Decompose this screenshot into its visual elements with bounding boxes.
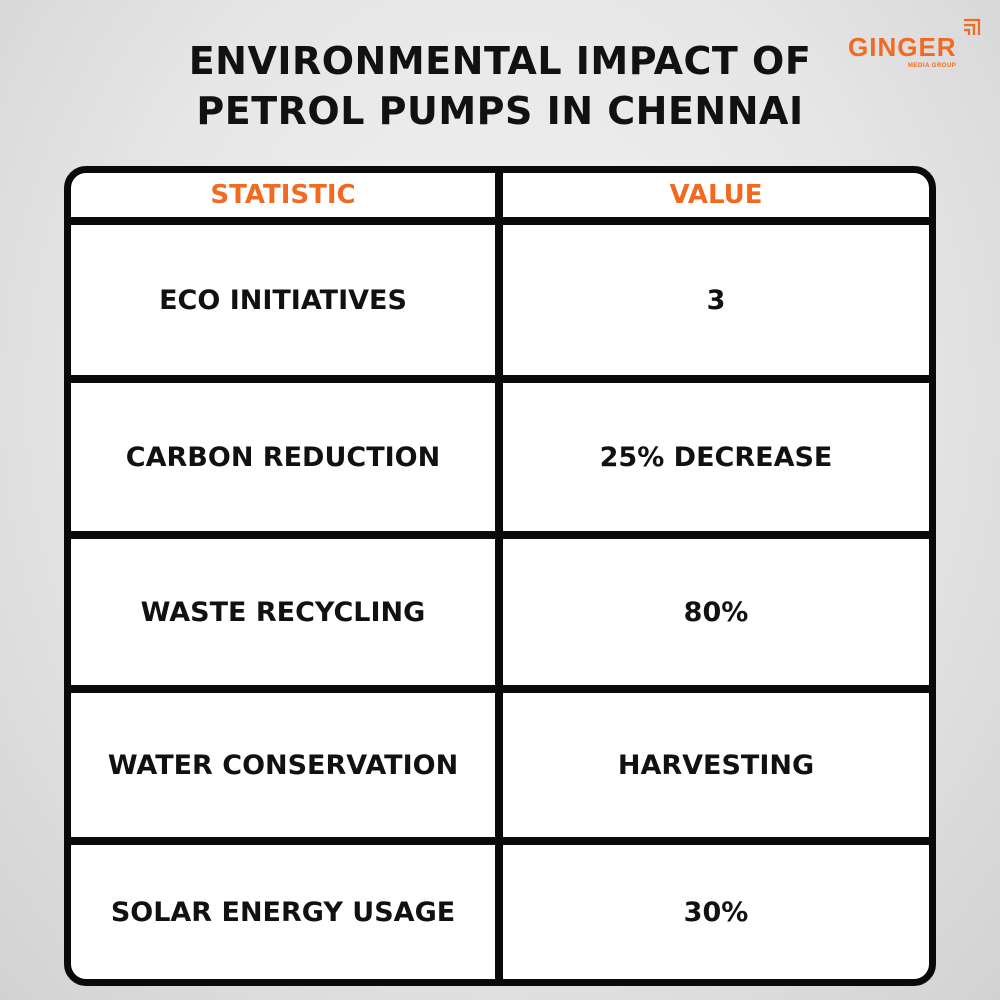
value-cell: 80% xyxy=(503,539,929,685)
logo-tagline: MEDIA GROUP xyxy=(908,63,957,69)
value-cell: 30% xyxy=(503,845,929,979)
value-cell: 25% DECREASE xyxy=(503,383,929,531)
table-row: CARBON REDUCTION 25% DECREASE xyxy=(71,383,929,531)
title-line-1: ENVIRONMENTAL IMPACT OF xyxy=(188,39,812,83)
statistic-cell: WASTE RECYCLING xyxy=(71,539,495,685)
header-value: VALUE xyxy=(503,173,929,217)
logo-wordmark: GINGER xyxy=(848,32,957,62)
statistic-cell: SOLAR ENERGY USAGE xyxy=(71,845,495,979)
statistic-cell: CARBON REDUCTION xyxy=(71,383,495,531)
logo-bracket-icon xyxy=(964,18,981,35)
value-cell: HARVESTING xyxy=(503,693,929,837)
statistic-cell: ECO INITIATIVES xyxy=(71,225,495,375)
value-cell: 3 xyxy=(503,225,929,375)
table-row: WATER CONSERVATION HARVESTING xyxy=(71,693,929,837)
table-row: ECO INITIATIVES 3 xyxy=(71,225,929,375)
table-row: WASTE RECYCLING 80% xyxy=(71,539,929,685)
ginger-logo: GINGER MEDIA GROUP xyxy=(848,18,988,78)
stats-table: STATISTIC VALUE ECO INITIATIVES 3 CARBON… xyxy=(64,166,936,986)
header-statistic: STATISTIC xyxy=(71,173,495,217)
table-row: SOLAR ENERGY USAGE 30% xyxy=(71,845,929,979)
title-line-2: PETROL PUMPS IN CHENNAI xyxy=(196,89,804,133)
statistic-cell: WATER CONSERVATION xyxy=(71,693,495,837)
page-title: ENVIRONMENTAL IMPACT OF PETROL PUMPS IN … xyxy=(0,36,1000,136)
table-header-row: STATISTIC VALUE xyxy=(71,173,929,217)
